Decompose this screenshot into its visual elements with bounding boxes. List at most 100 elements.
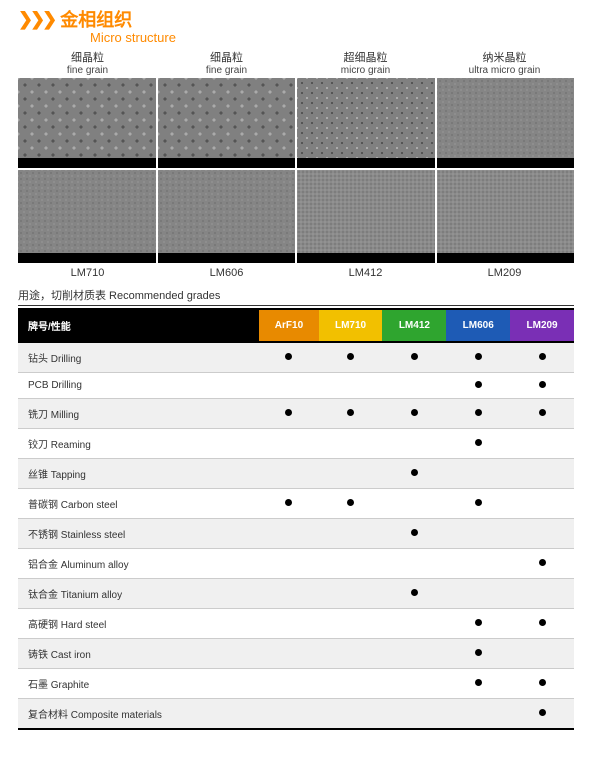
table-row: 普碳钢 Carbon steel xyxy=(18,489,574,519)
table-row: 高硬钢 Hard steel xyxy=(18,609,574,639)
microstructure-image xyxy=(158,78,296,168)
table-row: 铰刀 Reaming xyxy=(18,429,574,459)
mark-cell xyxy=(446,489,510,519)
dot-icon xyxy=(411,353,418,360)
mark-cell xyxy=(446,519,510,549)
table-row: PCB Drilling xyxy=(18,373,574,399)
section-title: ❯❯❯ 金相组织 xyxy=(18,0,574,32)
row-label: 普碳钢 Carbon steel xyxy=(18,489,259,519)
mark-cell xyxy=(446,609,510,639)
microstructure-image xyxy=(158,170,296,263)
dot-icon xyxy=(347,499,354,506)
mark-cell xyxy=(319,342,383,373)
table-row: 铸铁 Cast iron xyxy=(18,639,574,669)
mark-cell xyxy=(259,399,318,429)
mark-cell xyxy=(446,342,510,373)
mark-cell xyxy=(259,669,318,699)
grain-en: micro grain xyxy=(296,65,435,76)
mark-cell xyxy=(259,519,318,549)
col-header-grade: LM606 xyxy=(446,309,510,342)
mark-cell xyxy=(510,579,574,609)
grain-label: 细晶粒 fine grain xyxy=(18,49,157,76)
row-label: 铝合金 Aluminum alloy xyxy=(18,549,259,579)
dot-icon xyxy=(539,381,546,388)
dot-icon xyxy=(411,529,418,536)
row-label: 高硬钢 Hard steel xyxy=(18,609,259,639)
mark-cell xyxy=(259,459,318,489)
grades-table: 牌号/性能ArF10LM710LM412LM606LM209 钻头 Drilli… xyxy=(18,308,574,730)
mark-cell xyxy=(259,699,318,730)
dot-icon xyxy=(539,559,546,566)
microstructure-image xyxy=(18,170,156,263)
col-header-grade: LM209 xyxy=(510,309,574,342)
mark-cell xyxy=(446,639,510,669)
mark-cell xyxy=(319,639,383,669)
mark-cell xyxy=(382,609,446,639)
dot-icon xyxy=(475,353,482,360)
mark-cell xyxy=(259,373,318,399)
dot-icon xyxy=(475,439,482,446)
table-row: 石墨 Graphite xyxy=(18,669,574,699)
sample-label: LM606 xyxy=(157,267,296,279)
mark-cell xyxy=(382,373,446,399)
mark-cell xyxy=(446,459,510,489)
mark-cell xyxy=(319,579,383,609)
col-header-grade: ArF10 xyxy=(259,309,318,342)
mark-cell xyxy=(510,459,574,489)
row-label: 钻头 Drilling xyxy=(18,342,259,373)
row-label: 钛合金 Titanium alloy xyxy=(18,579,259,609)
grain-en: fine grain xyxy=(157,65,296,76)
mark-cell xyxy=(259,549,318,579)
sample-label: LM412 xyxy=(296,267,435,279)
mark-cell xyxy=(259,429,318,459)
dot-icon xyxy=(285,409,292,416)
grain-label: 纳米晶粒 ultra micro grain xyxy=(435,49,574,76)
mark-cell xyxy=(510,429,574,459)
microstructure-image xyxy=(297,78,435,168)
mark-cell xyxy=(319,489,383,519)
mark-cell xyxy=(382,459,446,489)
mark-cell xyxy=(446,399,510,429)
mark-cell xyxy=(510,489,574,519)
row-label: 复合材料 Composite materials xyxy=(18,699,259,730)
grain-cn: 细晶粒 xyxy=(157,49,296,65)
mark-cell xyxy=(446,373,510,399)
mark-cell xyxy=(319,609,383,639)
mark-cell xyxy=(510,639,574,669)
table-row: 丝锥 Tapping xyxy=(18,459,574,489)
mark-cell xyxy=(319,429,383,459)
table-row: 钛合金 Titanium alloy xyxy=(18,579,574,609)
mark-cell xyxy=(510,549,574,579)
mark-cell xyxy=(259,639,318,669)
dot-icon xyxy=(539,409,546,416)
dot-icon xyxy=(475,619,482,626)
mark-cell xyxy=(319,549,383,579)
mark-cell xyxy=(382,669,446,699)
microstructure-image xyxy=(18,78,156,168)
microstructure-image xyxy=(437,170,575,263)
mark-cell xyxy=(382,489,446,519)
table-row: 钻头 Drilling xyxy=(18,342,574,373)
dot-icon xyxy=(347,409,354,416)
table-row: 铣刀 Milling xyxy=(18,399,574,429)
grain-cn: 纳米晶粒 xyxy=(435,49,574,65)
mark-cell xyxy=(319,699,383,730)
mark-cell xyxy=(382,399,446,429)
dot-icon xyxy=(285,353,292,360)
table-row: 铝合金 Aluminum alloy xyxy=(18,549,574,579)
mark-cell xyxy=(446,699,510,730)
mark-cell xyxy=(510,373,574,399)
mark-cell xyxy=(319,519,383,549)
mark-cell xyxy=(382,429,446,459)
mark-cell xyxy=(319,373,383,399)
dot-icon xyxy=(539,353,546,360)
dot-icon xyxy=(539,619,546,626)
title-en: Micro structure xyxy=(90,30,574,45)
mark-cell xyxy=(510,399,574,429)
sample-labels-row: LM710LM606LM412LM209 xyxy=(18,267,574,279)
dot-icon xyxy=(475,679,482,686)
dot-icon xyxy=(539,709,546,716)
mark-cell xyxy=(382,579,446,609)
col-header-grade: LM710 xyxy=(319,309,383,342)
table-row: 复合材料 Composite materials xyxy=(18,699,574,730)
